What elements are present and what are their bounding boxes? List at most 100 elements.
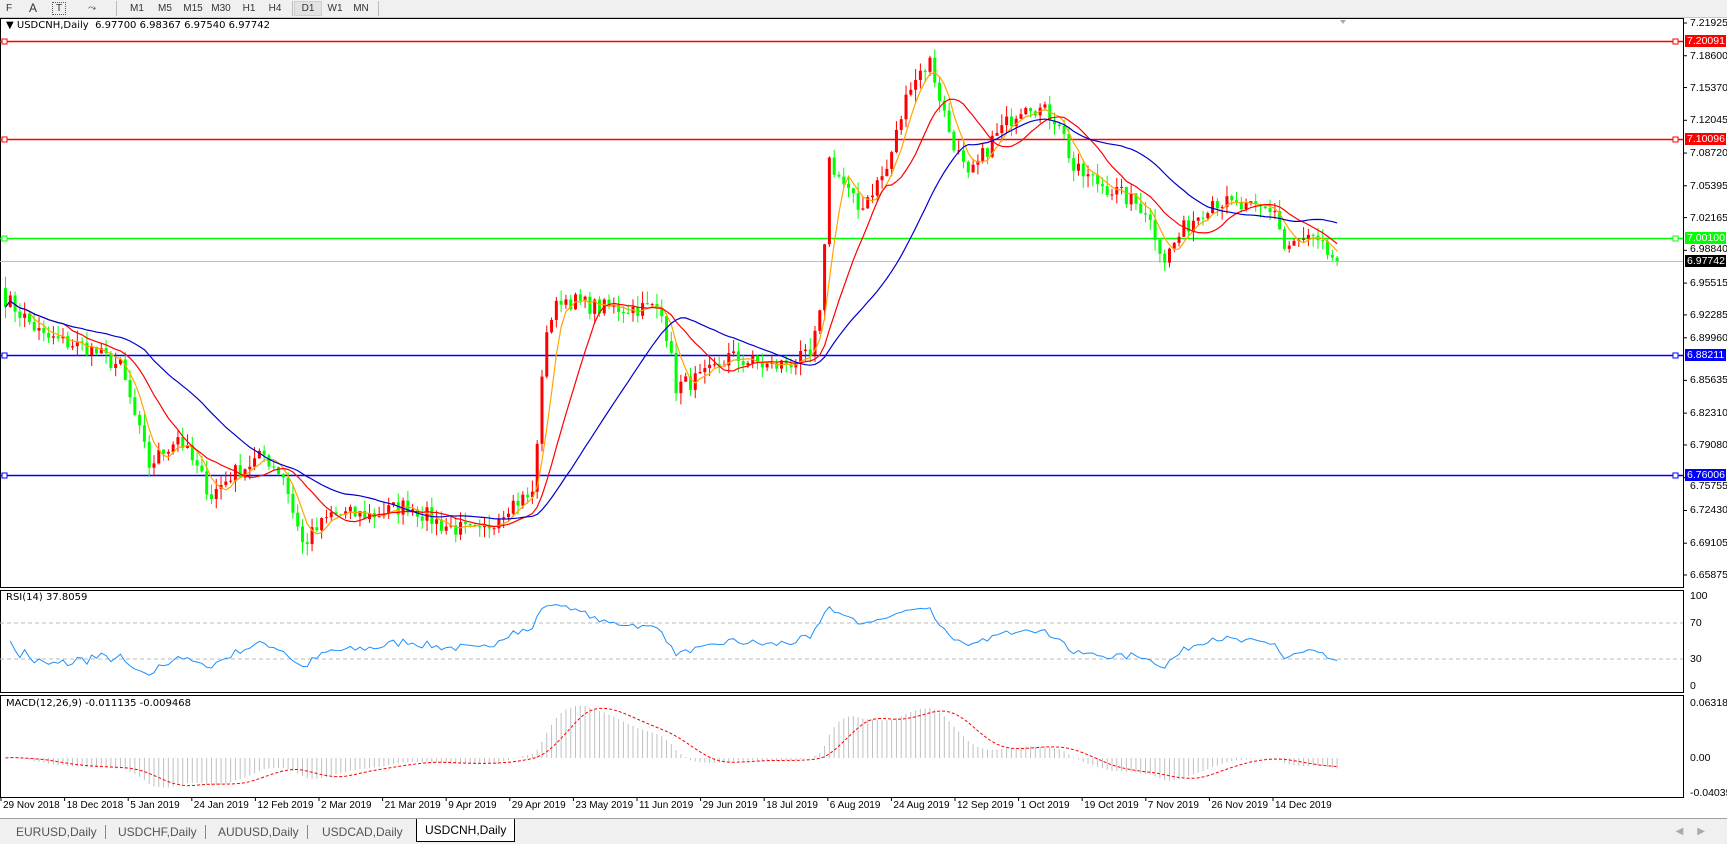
- candle: [1009, 116, 1013, 127]
- candle: [899, 119, 903, 130]
- text-tool-icon[interactable]: A: [28, 1, 37, 15]
- candle: [952, 131, 956, 151]
- tab-usdchf[interactable]: USDCHF,Daily: [110, 825, 206, 839]
- candle: [1287, 245, 1291, 249]
- candle: [851, 188, 855, 194]
- candle: [66, 336, 70, 348]
- candle: [703, 368, 707, 373]
- macd-tick-label: -0.040355: [1690, 787, 1727, 799]
- candle: [583, 296, 587, 301]
- candle: [578, 294, 582, 301]
- candle: [51, 336, 55, 338]
- candle: [526, 494, 530, 498]
- candle: [1081, 163, 1085, 177]
- candle: [545, 332, 549, 377]
- candle: [938, 82, 942, 101]
- price-tick-label: 6.82310: [1690, 407, 1727, 419]
- date-label: 19 Oct 2019: [1084, 800, 1139, 811]
- rsi-panel-frame: [0, 590, 1684, 693]
- candle: [712, 364, 716, 366]
- timeframe-m15[interactable]: M15: [183, 3, 203, 14]
- candle: [511, 500, 515, 514]
- candle: [554, 300, 558, 320]
- arrows-dropdown-icon[interactable]: ⤳: [88, 3, 96, 14]
- candle: [56, 336, 60, 339]
- candle: [286, 477, 290, 494]
- current-price-label: 6.97742: [1685, 255, 1726, 267]
- candle: [1282, 229, 1286, 249]
- level-handle: [1, 472, 8, 479]
- candle: [808, 349, 812, 355]
- timeframe-m30[interactable]: M30: [211, 3, 231, 14]
- candle: [300, 526, 304, 543]
- candle: [985, 148, 989, 157]
- macd-panel-frame: [0, 695, 1684, 798]
- candle: [674, 352, 678, 394]
- candle: [1067, 134, 1071, 159]
- tab-audusd[interactable]: AUDUSD,Daily: [210, 825, 308, 839]
- tab-scroll-arrows[interactable]: ◀▶: [1675, 826, 1719, 837]
- candle: [1244, 203, 1248, 210]
- candle: [1254, 201, 1258, 205]
- candle: [454, 525, 458, 535]
- macd-title: MACD(12,26,9) -0.011135 -0.009468: [6, 698, 191, 709]
- timeframe-m1[interactable]: M1: [130, 3, 144, 14]
- candle: [923, 70, 927, 72]
- candle: [1144, 213, 1148, 215]
- candle: [334, 512, 338, 515]
- candle: [1220, 207, 1224, 209]
- candle: [1024, 107, 1028, 115]
- timeframe-h1[interactable]: H1: [242, 3, 256, 14]
- price-chart[interactable]: [0, 0, 1727, 818]
- timeframe-mn[interactable]: MN: [353, 3, 369, 14]
- timeframe-h4[interactable]: H4: [268, 3, 282, 14]
- candle: [1230, 196, 1234, 201]
- text-label-tool-icon[interactable]: T: [52, 2, 66, 15]
- candle: [104, 348, 108, 354]
- candle: [128, 380, 132, 398]
- candle: [918, 70, 922, 80]
- candle: [291, 493, 295, 513]
- candle: [1115, 187, 1119, 195]
- candle: [37, 328, 41, 331]
- macd-tick-label: 0.00: [1690, 752, 1711, 764]
- price-tick-label: 6.92285: [1690, 309, 1727, 321]
- timeframe-d1[interactable]: D1: [294, 1, 322, 16]
- candle: [669, 341, 673, 353]
- date-label: 18 Dec 2018: [66, 800, 124, 811]
- candle: [1043, 104, 1047, 108]
- candle: [832, 157, 836, 175]
- tab-usdcnh[interactable]: USDCNH,Daily: [416, 819, 516, 842]
- candle: [708, 364, 712, 369]
- candle: [114, 363, 118, 369]
- timeframe-m5[interactable]: M5: [158, 3, 172, 14]
- candle: [152, 463, 156, 468]
- candle: [760, 362, 764, 368]
- candle: [746, 363, 750, 366]
- tab-eurusd[interactable]: EURUSD,Daily: [8, 825, 106, 839]
- candle: [233, 465, 237, 481]
- candle: [612, 304, 616, 307]
- level-handle: [1672, 38, 1679, 45]
- candle: [243, 469, 247, 478]
- candle: [162, 449, 166, 454]
- tab-usdcad[interactable]: USDCAD,Daily: [322, 825, 403, 839]
- level-price-label: 6.76006: [1685, 469, 1726, 481]
- candle: [875, 180, 879, 196]
- candle: [468, 523, 472, 525]
- timeframe-w1[interactable]: W1: [327, 3, 343, 14]
- candle: [1153, 219, 1157, 240]
- date-label: 23 May 2019: [575, 800, 634, 811]
- candle: [473, 524, 477, 527]
- macd-tick-label: 0.063184: [1690, 697, 1727, 709]
- level-handle: [1, 352, 8, 359]
- candle: [957, 150, 961, 152]
- candle: [890, 152, 894, 169]
- shift-marker-icon: [1340, 20, 1346, 24]
- candle: [535, 443, 539, 492]
- ma-slow-line: [5, 118, 1338, 520]
- period-separator-icon[interactable]: F: [5, 3, 13, 14]
- candle: [329, 512, 333, 518]
- candle: [47, 332, 51, 338]
- candle: [588, 296, 592, 314]
